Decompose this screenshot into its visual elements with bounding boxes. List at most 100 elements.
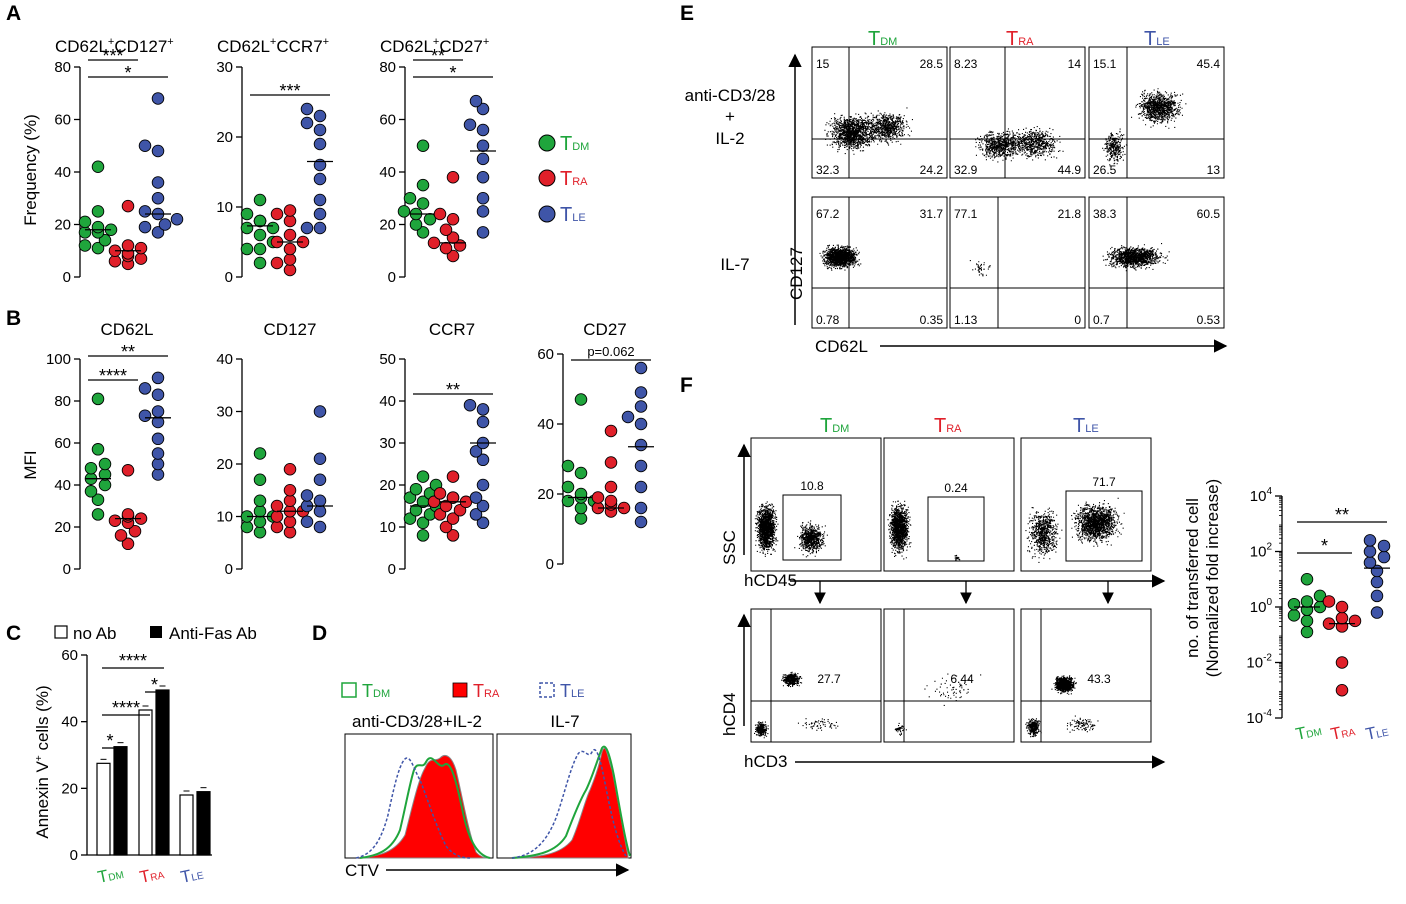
legend-tdm-label: TDM	[560, 133, 589, 155]
bar	[179, 794, 194, 856]
data-point	[151, 447, 165, 460]
data-point	[240, 221, 254, 235]
quadrant-ul: 15	[816, 57, 830, 71]
legend-noab-swatch	[54, 625, 68, 639]
quadrant-ur: 21.8	[1058, 207, 1082, 221]
plot-frame	[949, 46, 1086, 179]
chart-a3: 0 20 40 60 80 ***	[379, 46, 496, 286]
y-tick-label: 80	[54, 393, 71, 410]
quadrant-lr: 44.9	[1058, 163, 1082, 177]
legend-d-tra-swatch	[452, 682, 468, 698]
legend-tle-dot	[538, 205, 556, 223]
y-tick-label: 20	[379, 477, 396, 494]
panel-e-row2-label: IL-7	[720, 255, 749, 274]
panel-a-title-1: CD62L+CD127+	[55, 36, 174, 56]
y-tick-label: 0	[63, 269, 71, 286]
data-point	[283, 494, 297, 508]
quadrant-ll: 26.5	[1093, 163, 1117, 177]
data-point	[561, 459, 575, 473]
panel-b-title-1: CD62L	[101, 320, 154, 339]
quadrant-lr: 0.35	[920, 313, 944, 327]
data-point	[91, 220, 105, 234]
quadrant-ur: 60.5	[1197, 207, 1221, 221]
data-point	[128, 524, 142, 538]
plot-frame	[1088, 196, 1225, 329]
quadrant-ur: 45.4	[1197, 57, 1221, 71]
y-tick-label: 60	[54, 435, 71, 452]
quadrant-ur: 31.7	[920, 207, 944, 221]
data-point	[240, 520, 254, 534]
data-point	[91, 493, 105, 506]
bar	[138, 709, 153, 856]
panel-label-d: D	[312, 622, 327, 645]
data-point	[1377, 539, 1391, 553]
y-tick-label: 0	[63, 561, 71, 578]
significance-label: **	[1335, 505, 1349, 525]
category-label: TLE	[179, 864, 205, 887]
y-tick-label: 30	[216, 59, 233, 76]
data-point	[253, 473, 267, 487]
data-point	[283, 463, 297, 476]
data-point	[313, 137, 327, 151]
significance-label: ****	[112, 698, 140, 718]
data-point	[253, 228, 267, 242]
chart-b2: 0 10 20 30 40	[216, 351, 333, 578]
y-tick-label: 20	[537, 486, 554, 503]
data-point	[416, 197, 430, 210]
panel-c-ylabel: Annexin V+ cells (%)	[33, 685, 52, 838]
data-point	[409, 482, 423, 496]
y-tick-label: 30	[216, 404, 233, 421]
data-point	[151, 144, 165, 158]
hist-left-tle	[355, 757, 471, 859]
event-cloud	[1102, 243, 1170, 272]
panel-b-ylabel: MFI	[21, 450, 40, 479]
panel-a-ylabel: Frequency (%)	[21, 114, 40, 225]
y-tick-label: 0	[388, 269, 396, 286]
data-point	[151, 176, 165, 189]
data-point	[439, 520, 453, 534]
data-point	[98, 233, 112, 247]
quadrant-lr: 0.53	[1197, 313, 1221, 327]
data-point	[138, 220, 152, 234]
data-point	[469, 491, 483, 504]
legend-tdm-dot	[538, 134, 556, 152]
data-point	[1363, 545, 1377, 558]
panel-label-a: A	[6, 2, 21, 25]
data-point	[416, 529, 430, 542]
panel-f-ylabel-2: (Normalized fold increase)	[1203, 479, 1222, 677]
panel-c-legend: no Ab Anti-Fas Ab	[54, 624, 257, 643]
data-point	[1300, 625, 1314, 639]
gate-box	[927, 496, 985, 562]
data-point	[476, 226, 490, 239]
data-point	[604, 494, 618, 508]
data-point	[476, 139, 490, 152]
y-tick-label: 0	[388, 561, 396, 578]
significance-label: *	[124, 63, 131, 83]
data-point	[403, 491, 417, 504]
data-point	[1348, 614, 1362, 628]
y-tick-label: 60	[537, 346, 554, 363]
panel-b-title-4: CD27	[583, 320, 626, 339]
hist-left-tra	[359, 755, 491, 859]
data-point	[439, 499, 453, 513]
data-point	[270, 499, 284, 513]
data-point	[151, 388, 165, 401]
data-point	[283, 253, 297, 266]
event-cloud	[754, 671, 839, 739]
data-point	[409, 503, 423, 517]
data-point	[108, 254, 122, 268]
category-label: TRA	[1329, 720, 1357, 744]
histogram-right	[511, 745, 631, 859]
quadrant-ur: 28.5	[920, 57, 944, 71]
data-point	[253, 515, 267, 529]
y-tick-label: 102	[1250, 542, 1273, 561]
y-tick-label: 20	[54, 217, 71, 234]
data-point	[1335, 611, 1349, 625]
y-tick-label: 80	[379, 59, 396, 76]
quadrant-ul: 77.1	[954, 207, 978, 221]
event-cloud	[969, 260, 991, 277]
data-point	[91, 392, 105, 406]
data-point	[1370, 575, 1384, 589]
flow-plot: 0.24	[883, 437, 1015, 572]
